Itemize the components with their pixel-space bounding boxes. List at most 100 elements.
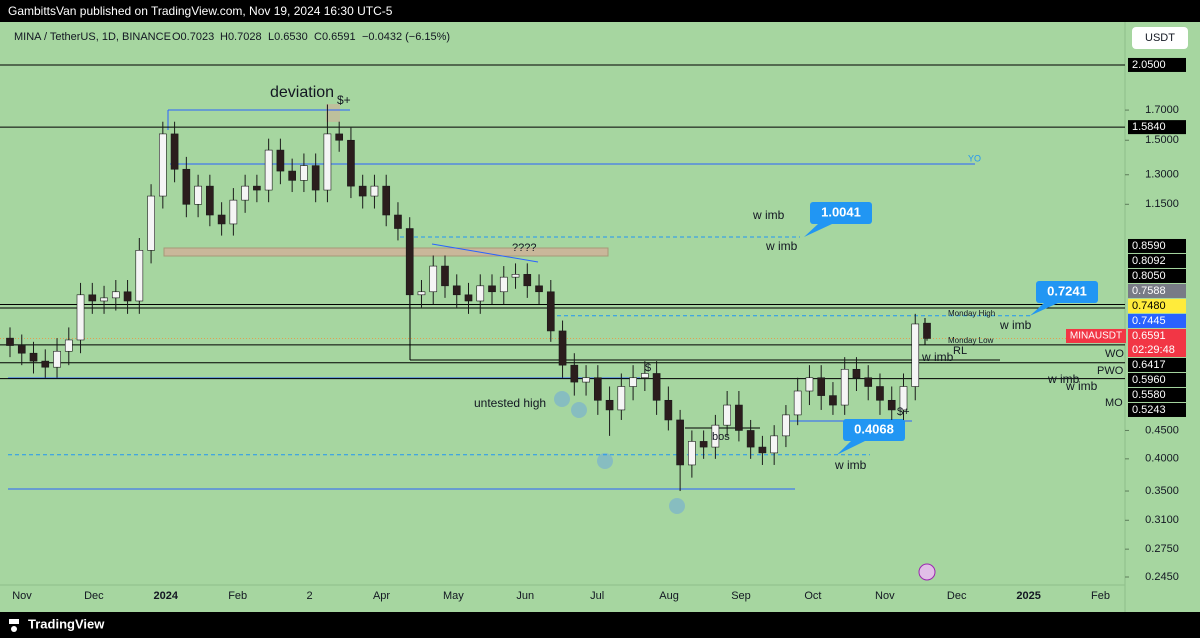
annotation: RL bbox=[953, 345, 967, 357]
candle-body bbox=[182, 168, 191, 205]
candle-body bbox=[217, 214, 226, 225]
countdown: 02:29:48 bbox=[1132, 344, 1175, 356]
callout-pointer bbox=[837, 441, 865, 455]
candle-body bbox=[523, 274, 532, 287]
candle-body bbox=[629, 377, 637, 387]
legend-close: C0.6591 bbox=[314, 31, 356, 43]
candle-body bbox=[358, 185, 367, 197]
highlight-circle bbox=[571, 402, 587, 418]
x-tick-label: Nov bbox=[12, 590, 32, 602]
annotation: $+ bbox=[337, 93, 351, 107]
annotation: w imb bbox=[834, 458, 867, 472]
annotation: Monday High bbox=[948, 309, 995, 318]
candle-body bbox=[88, 294, 97, 302]
candle-body bbox=[923, 322, 931, 339]
callout-pointer bbox=[1030, 303, 1058, 316]
x-tick-label: Dec bbox=[947, 590, 967, 602]
annotation: WO bbox=[1105, 348, 1124, 360]
currency-button[interactable] bbox=[1132, 27, 1188, 49]
price-label-box bbox=[1128, 283, 1186, 298]
price-label-box bbox=[1128, 402, 1186, 417]
y-tick-label: 1.1500 bbox=[1145, 198, 1179, 210]
callout-box bbox=[843, 419, 905, 441]
annotation: w imb bbox=[999, 318, 1032, 332]
legend-change: −0.0432 (−6.15%) bbox=[362, 31, 450, 43]
candle-body bbox=[76, 294, 85, 341]
candle-body bbox=[511, 274, 520, 278]
candle-body bbox=[641, 373, 649, 379]
callout-label: 1.0041 bbox=[821, 204, 861, 219]
x-tick-label: Aug bbox=[659, 590, 679, 602]
legend-open: O0.7023 bbox=[172, 31, 214, 43]
y-tick-label: 0.3500 bbox=[1145, 485, 1179, 497]
candle-body bbox=[782, 414, 790, 437]
price-label: 0.5960 bbox=[1132, 374, 1166, 386]
price-label-box bbox=[1128, 387, 1186, 402]
candle-body bbox=[264, 149, 273, 191]
annotation: w imb bbox=[921, 350, 954, 364]
candle-body bbox=[817, 377, 826, 396]
candles bbox=[6, 104, 931, 492]
drawings bbox=[8, 104, 1000, 581]
candle-body bbox=[899, 386, 908, 411]
candle-body bbox=[758, 446, 767, 454]
annotation: untested high bbox=[474, 396, 546, 410]
y-tick-label: 1.3000 bbox=[1145, 169, 1179, 181]
annotation: ???? bbox=[512, 242, 536, 254]
price-label: 2.0500 bbox=[1132, 59, 1166, 71]
annotation: PWO bbox=[1097, 365, 1124, 377]
y-tick-label: 1.7000 bbox=[1145, 104, 1179, 116]
annotation: w imb bbox=[1047, 372, 1080, 386]
candle-body bbox=[335, 133, 344, 141]
price-label: 0.5580 bbox=[1132, 389, 1166, 401]
candle-body bbox=[793, 390, 802, 416]
candle-body bbox=[605, 399, 614, 411]
last-price-box bbox=[1128, 328, 1186, 357]
candle-body bbox=[570, 364, 579, 383]
top-bar bbox=[0, 0, 1200, 22]
candle-body bbox=[276, 149, 285, 172]
candle-body bbox=[911, 323, 920, 387]
x-tick-label: Jun bbox=[516, 590, 534, 602]
zone bbox=[163, 247, 609, 257]
candle-body bbox=[452, 285, 461, 296]
brand: TradingView bbox=[28, 616, 105, 631]
candle-body bbox=[676, 419, 684, 466]
x-tick-label: Feb bbox=[228, 590, 247, 602]
candle-body bbox=[558, 330, 567, 366]
highlight-circle bbox=[597, 453, 613, 469]
candle-body bbox=[382, 185, 391, 216]
callout-label: 0.7241 bbox=[1047, 283, 1087, 298]
last-price-label: 0.6591 bbox=[1132, 330, 1166, 342]
candle-body bbox=[123, 291, 132, 302]
x-tick-label: Oct bbox=[804, 590, 821, 602]
annotation: YO bbox=[968, 153, 981, 163]
annotation: $+ bbox=[897, 406, 910, 418]
price-label-box bbox=[1128, 313, 1186, 328]
event-icon[interactable] bbox=[918, 563, 936, 581]
candle-body bbox=[441, 265, 449, 287]
candle-body bbox=[499, 276, 508, 293]
last-price-symbol: MINAUSDT bbox=[1070, 331, 1122, 342]
candle-body bbox=[617, 386, 626, 411]
annotation: w imb bbox=[752, 208, 785, 222]
annotation: MO bbox=[1105, 397, 1123, 409]
logo bbox=[9, 619, 19, 632]
price-label-box bbox=[1128, 238, 1186, 253]
candle-body bbox=[652, 373, 661, 401]
currency-button-label[interactable]: USDT bbox=[1145, 32, 1175, 44]
candle-body bbox=[206, 185, 214, 216]
candle-body bbox=[394, 214, 402, 229]
candle-body bbox=[111, 291, 120, 299]
candle-body bbox=[876, 386, 884, 401]
candle-body bbox=[593, 377, 602, 401]
highlight-circle bbox=[554, 391, 570, 407]
candle-body bbox=[17, 345, 26, 354]
x-tick-label: Jul bbox=[590, 590, 604, 602]
candle-body bbox=[135, 250, 144, 302]
annotation: w imb bbox=[765, 239, 798, 253]
candle-body bbox=[699, 441, 708, 448]
price-label: 0.8590 bbox=[1132, 240, 1166, 252]
x-tick-label: 2 bbox=[307, 590, 313, 602]
